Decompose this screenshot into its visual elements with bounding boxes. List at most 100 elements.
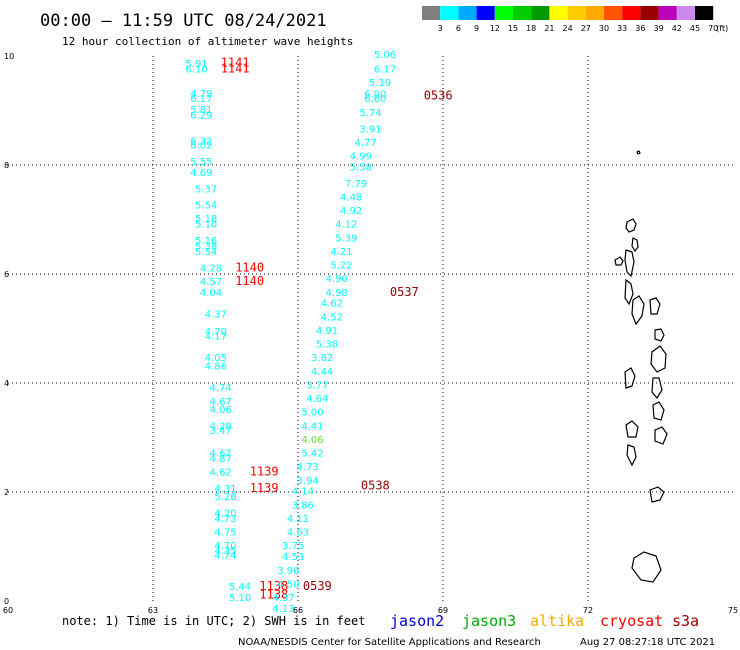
colorbar-label: 15 [508, 24, 518, 33]
colorbar-label: 45 [690, 24, 700, 33]
wave-height-label: 5.39 [335, 233, 357, 244]
wave-height-label: 3.75 [282, 541, 304, 552]
wave-height-label: 3.82 [311, 353, 333, 364]
wave-height-label: 5.42 [301, 449, 323, 460]
wave-height-label: 5.38 [316, 340, 338, 351]
colorbar-swatch [476, 6, 495, 20]
y-tick-label: 2 [4, 488, 9, 497]
satellite-legend-item: jason2 [390, 612, 444, 630]
wave-height-label: 4.20 [214, 509, 236, 520]
island-outline [631, 237, 639, 253]
wave-height-label: 5.00 [301, 408, 323, 419]
island-outline [631, 551, 662, 583]
colorbar-swatch [458, 6, 477, 20]
island-outline [649, 297, 661, 315]
wave-height-label: 4.74 [214, 550, 236, 561]
wave-height-label: 4.21 [330, 247, 352, 258]
x-tick-label: 69 [438, 606, 448, 615]
wave-height-label: 6.00 [364, 89, 386, 100]
colorbar-swatch [658, 6, 677, 20]
colorbar-unit: (ft) [716, 24, 728, 33]
colorbar-label: 33 [617, 24, 627, 33]
wave-height-label: 4.04 [200, 288, 222, 299]
island-outline [654, 328, 665, 342]
wave-height-label: 4.62 [321, 299, 343, 310]
island-outline [624, 278, 634, 306]
wave-height-label: 4.17 [205, 331, 227, 342]
wave-height-label: 3.91 [359, 124, 381, 135]
pass-time-label: 1141 [221, 61, 250, 75]
wave-height-label: 4.67 [210, 449, 232, 460]
wave-height-label: 4.92 [340, 206, 362, 217]
wave-height-label: 4.14 [292, 487, 314, 498]
island-outline [649, 486, 665, 503]
wave-height-label: 4.37 [205, 310, 227, 321]
pass-time-label: 1139 [250, 465, 279, 479]
x-tick-label: 75 [728, 606, 738, 615]
colorbar-swatch [604, 6, 623, 20]
wave-height-label: 4.62 [210, 468, 232, 479]
maldives-coastline [614, 150, 668, 583]
wave-height-label: 5.06 [374, 50, 396, 61]
chart-title: 00:00 — 11:59 UTC 08/24/2021 [40, 11, 327, 31]
colorbar-swatch [695, 6, 714, 20]
wave-height-label: 4.48 [340, 192, 362, 203]
wave-height-label: 3.77 [306, 380, 328, 391]
wave-height-label: 4.37 [272, 593, 294, 604]
colorbar-label: 39 [654, 24, 664, 33]
wave-height-label: 5.22 [330, 261, 352, 272]
wave-height-label: 4.64 [306, 394, 328, 405]
colorbar-label: 42 [672, 24, 682, 33]
colorbar-label: 21 [544, 24, 554, 33]
island-outline [624, 249, 635, 278]
colorbar-swatch [422, 6, 441, 20]
island-outline [631, 295, 645, 326]
wave-height-label: 4.70 [214, 541, 236, 552]
colorbar-label: 9 [474, 24, 479, 33]
satellite-legend-item: altika [530, 612, 584, 630]
wave-height-label: 6.02 [190, 141, 212, 152]
wave-height-label: 4.99 [350, 152, 372, 163]
wave-height-label: 4.75 [214, 528, 236, 539]
pass-time-label: 0538 [361, 478, 390, 492]
wave-height-label: 6.29 [190, 111, 212, 122]
island-outline [625, 420, 639, 438]
x-tick-label: 66 [293, 606, 303, 615]
colorbar-swatch [513, 6, 532, 20]
wave-height-label: 4.63 [287, 528, 309, 539]
satellite-legend-item: cryosat [600, 612, 663, 630]
wave-height-label: 4.79 [190, 89, 212, 100]
wave-height-label: 5.44 [229, 582, 251, 593]
wave-height-label: 4.91 [316, 326, 338, 337]
wave-height-label: 4.44 [311, 367, 333, 378]
satellite-legend-item: jason3 [462, 612, 516, 630]
wave-height-label: 4.13 [272, 604, 294, 615]
wave-height-label: 4.06 [210, 405, 232, 416]
wave-height-label: 5.54 [195, 201, 217, 212]
wave-height-marks: 5.916.104.796.175.816.296.326.025.554.69… [185, 50, 452, 615]
grid-lines [8, 56, 733, 601]
pass-time-label: 0536 [424, 89, 453, 103]
wave-height-label: 4.52 [321, 312, 343, 323]
chart-subtitle: 12 hour collection of altimeter wave hei… [62, 35, 353, 48]
wave-height-label: 7.79 [345, 179, 367, 190]
wave-height-label: 4.73 [297, 462, 319, 473]
wave-height-label: 6.10 [185, 64, 207, 75]
colorbar-swatch [549, 6, 568, 20]
island-outline [625, 218, 637, 233]
wave-height-label: 4.28 [210, 421, 232, 432]
pass-time-label: 1141 [221, 55, 250, 69]
colorbar-swatch [567, 6, 586, 20]
colorbar-label: 6 [456, 24, 461, 33]
colorbar-swatch [494, 6, 513, 20]
y-tick-label: 8 [4, 161, 9, 170]
wave-height-label: 4.86 [205, 361, 227, 372]
y-tick-label: 0 [4, 597, 9, 606]
wave-height-label: 5.16 [195, 236, 217, 247]
wave-height-label: 4.96 [326, 274, 348, 285]
wave-height-label: 5.81 [190, 105, 212, 116]
wave-height-label: 5.74 [359, 108, 381, 119]
colorbar-label: 30 [599, 24, 609, 33]
y-tick-label: 6 [4, 270, 9, 279]
